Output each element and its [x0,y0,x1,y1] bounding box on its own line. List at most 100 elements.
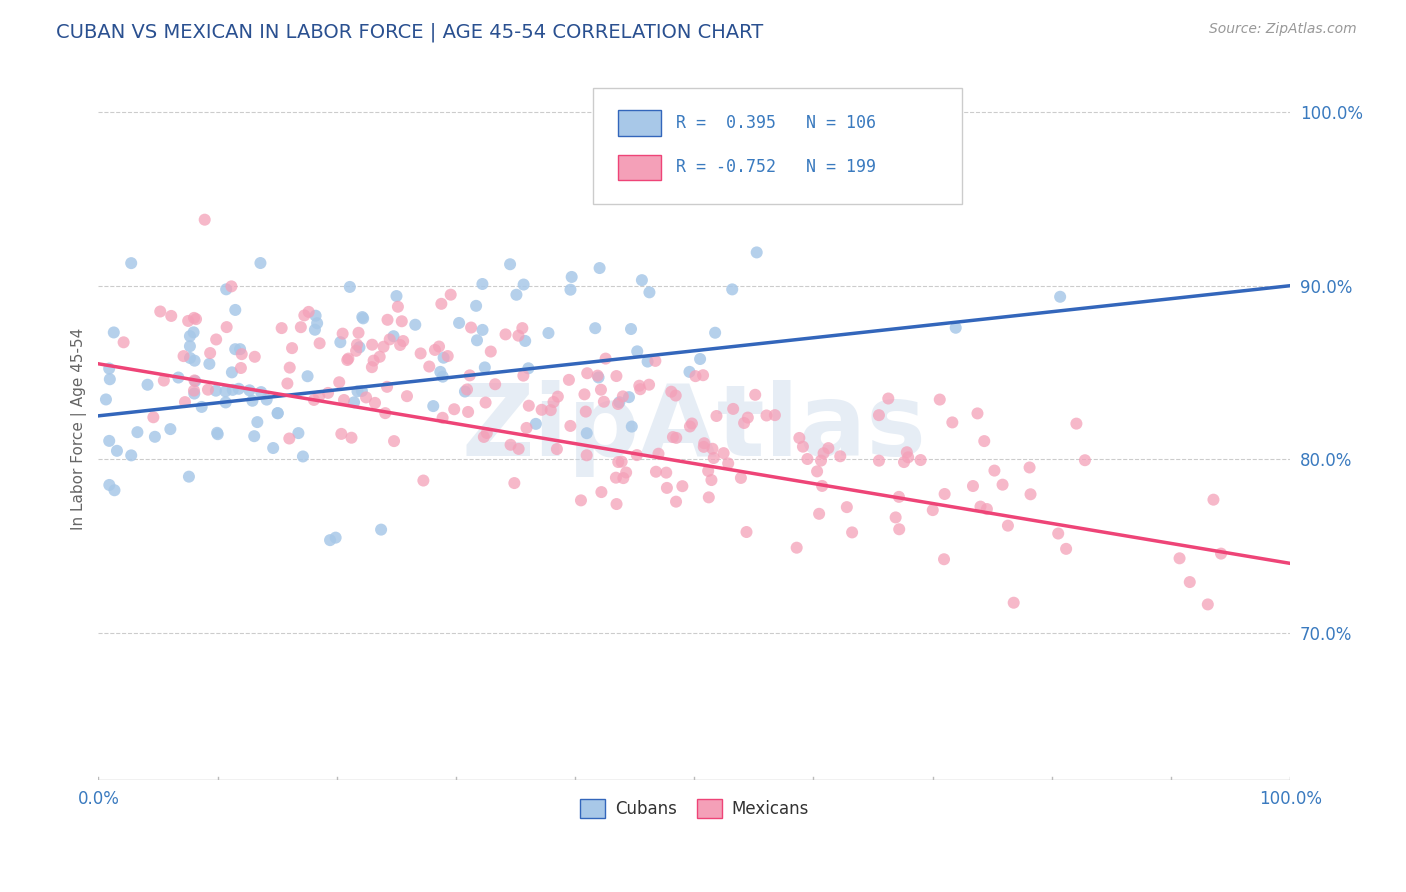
Point [350,384,373,398]
Point [689,351,711,366]
Point [177,469,200,483]
Point [370,523,392,537]
Point [589,383,612,397]
Point [354,391,377,405]
Point [429,365,451,379]
Point [607,395,630,409]
Point [811,479,834,493]
Point [966,406,988,420]
Point [205,425,228,440]
Point [183,353,205,368]
Point [262,441,284,455]
Point [638,377,661,392]
Point [896,445,918,459]
Point [98,372,121,386]
Point [221,365,243,379]
Point [503,476,526,491]
Point [281,341,304,355]
Point [465,299,488,313]
Point [316,386,339,401]
Point [460,320,482,334]
Point [409,346,432,360]
Point [346,384,368,399]
Point [287,426,309,441]
Point [302,392,325,407]
Text: R = -0.752   N = 199: R = -0.752 N = 199 [676,159,876,177]
Point [574,387,596,401]
Point [363,353,385,368]
Point [183,326,205,340]
Point [583,321,606,335]
Point [1066,417,1088,431]
Point [679,419,702,434]
Point [198,357,221,371]
Point [160,309,183,323]
Point [440,287,463,301]
Point [575,426,598,441]
Point [499,438,522,452]
Point [346,337,368,351]
Point [105,443,128,458]
Point [612,389,634,403]
Point [389,338,412,352]
Point [586,368,609,383]
Point [588,261,610,276]
Point [94,392,117,407]
Point [183,310,205,325]
Point [308,336,330,351]
Point [475,425,498,440]
Point [665,431,688,445]
Point [215,320,238,334]
Point [561,269,583,284]
Point [702,442,724,456]
Point [868,453,890,467]
Point [543,395,565,409]
Point [250,385,273,400]
Point [391,314,413,328]
Point [349,340,371,354]
Point [377,313,399,327]
Point [127,425,149,439]
Point [647,447,669,461]
Point [576,366,599,380]
Point [319,533,342,548]
Point [606,497,628,511]
Point [607,397,630,411]
Point [304,309,326,323]
Point [735,524,758,539]
Point [681,417,703,431]
Point [659,384,682,399]
Point [184,374,207,388]
Point [932,552,955,566]
Point [628,378,651,392]
Point [1202,492,1225,507]
Point [569,493,592,508]
Point [744,388,766,402]
Point [343,395,366,409]
Point [941,416,963,430]
Point [103,326,125,340]
Point [308,389,330,403]
Point [884,510,907,524]
Point [897,450,920,465]
Point [991,477,1014,491]
Point [215,282,238,296]
Point [512,277,534,292]
Point [472,430,495,444]
Point [588,370,610,384]
Point [547,390,569,404]
Point [505,287,527,301]
Point [612,471,634,485]
Point [385,289,408,303]
Point [1049,290,1071,304]
Point [595,351,617,366]
Point [344,343,367,358]
Point [721,282,744,296]
Point [167,370,190,384]
Point [361,360,384,375]
Text: CUBAN VS MEXICAN IN LABOR FORCE | AGE 45-54 CORRELATION CHART: CUBAN VS MEXICAN IN LABOR FORCE | AGE 45… [56,22,763,42]
Point [183,384,205,398]
Point [112,335,135,350]
Point [1018,460,1040,475]
Point [575,448,598,462]
